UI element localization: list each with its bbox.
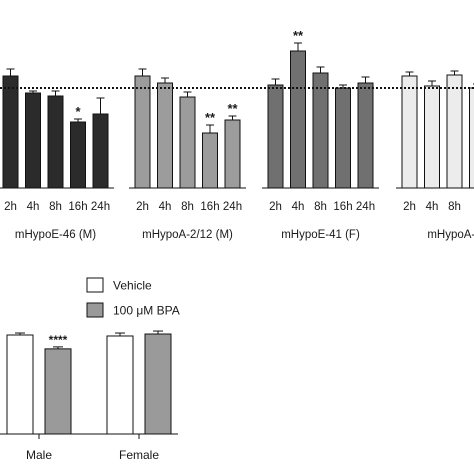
bar [267, 84, 284, 189]
tick-label: 2h [403, 201, 416, 213]
bar [424, 85, 440, 189]
significance-label: * [75, 104, 81, 119]
tick-label: 4h [159, 201, 172, 213]
tick-label: 8h [181, 201, 194, 213]
tick-label: 16h [200, 201, 219, 213]
bar [179, 96, 196, 189]
bar [106, 335, 134, 435]
bar [469, 87, 474, 189]
tick-label: 16h [333, 201, 352, 213]
bar [312, 72, 329, 189]
significance-label: ** [205, 110, 216, 125]
tick-label: 24h [91, 201, 110, 213]
legend-swatch [86, 277, 104, 293]
tick-label: 2h [136, 201, 149, 213]
tick-label: 24h [223, 201, 242, 213]
significance-label: ** [293, 28, 304, 43]
group-label: mHypoE-46 (M) [15, 229, 96, 241]
tick-label: 2h [269, 201, 282, 213]
bar [6, 334, 34, 435]
bar [335, 87, 351, 189]
tick-label: 4h [292, 201, 305, 213]
bar [47, 95, 64, 189]
bar [134, 75, 151, 189]
tick-label: 8h [448, 201, 461, 213]
tick-label: 24h [356, 201, 375, 213]
bar [144, 333, 172, 435]
legend-label: Vehicle [113, 279, 152, 293]
significance-label: **** [49, 333, 68, 347]
tick-label: 4h [426, 201, 439, 213]
tick-label: Male [26, 448, 52, 462]
bar [401, 75, 418, 189]
significance-label: ** [227, 101, 238, 116]
bar [224, 119, 241, 189]
group-label: mHypoA-5 [427, 229, 474, 241]
top-bar-chart: 2h 4h 8h * 16h 24h mHypoE-46 (M) 2h 4h 8h ** 16h ** 2… [0, 28, 474, 241]
tick-label: Female [119, 448, 159, 462]
bar [202, 132, 218, 189]
bar [25, 92, 41, 189]
bar [2, 75, 19, 189]
group-label: mHypoE-41 (F) [281, 229, 360, 241]
legend-label: 100 μM BPA [113, 304, 180, 318]
bar [446, 74, 463, 189]
bar [357, 82, 374, 189]
bar [44, 348, 72, 435]
bar [157, 82, 173, 189]
bottom-bar-chart: Vehicle 100 μM BPA **** Male Female [0, 277, 180, 462]
group-label: mHypoA-2/12 (M) [142, 229, 233, 241]
bar [92, 113, 109, 189]
tick-label: 8h [314, 201, 327, 213]
bar [290, 50, 306, 189]
bar [70, 121, 86, 189]
legend-swatch [86, 302, 104, 318]
tick-label: 2h [4, 201, 17, 213]
tick-label: 8h [49, 201, 62, 213]
tick-label: 16h [68, 201, 87, 213]
tick-label: 4h [27, 201, 40, 213]
